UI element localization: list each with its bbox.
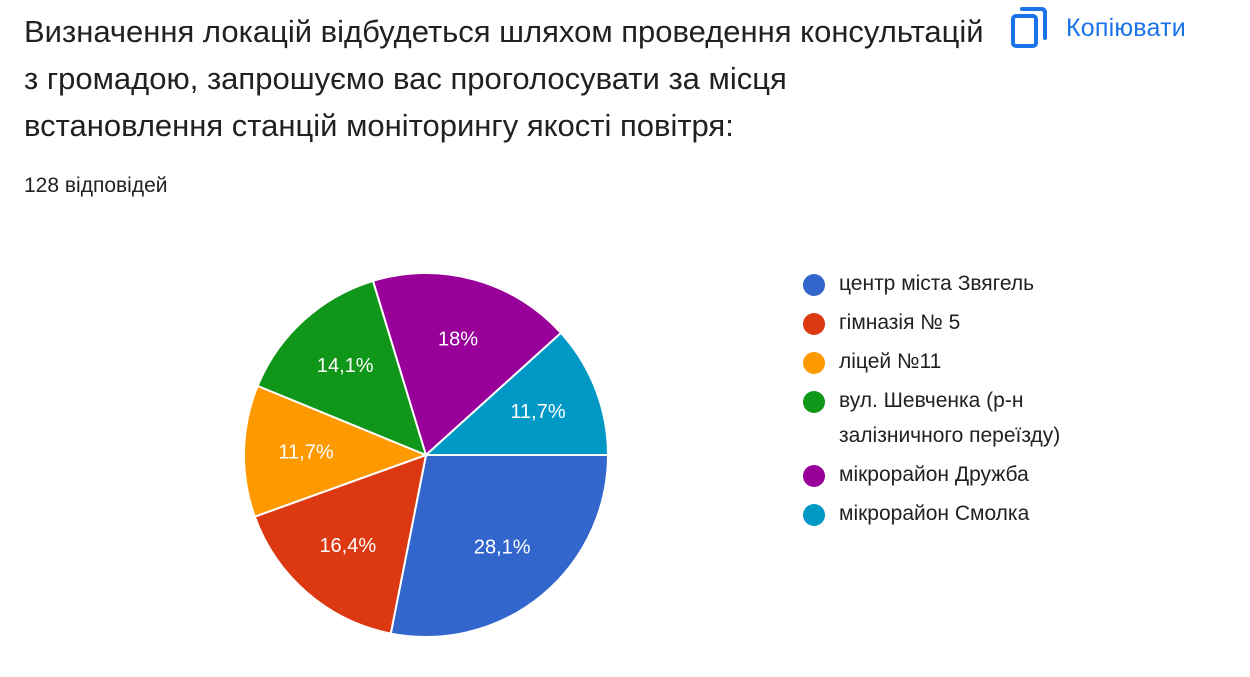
pie-slice-label: 11,7%: [278, 441, 333, 463]
legend-swatch: [803, 274, 825, 296]
legend-item[interactable]: вул. Шевченка (р-н залізничного переїзду…: [803, 383, 1133, 453]
pie-slice[interactable]: [243, 384, 429, 518]
pie-slice-label: 14,1%: [317, 355, 374, 377]
legend-item[interactable]: мікрорайон Смолка: [803, 496, 1133, 531]
legend-label: мікрорайон Дружба: [839, 463, 1029, 486]
legend-item[interactable]: ліцей №11: [803, 344, 1133, 379]
legend-item[interactable]: мікрорайон Дружба: [803, 457, 1133, 492]
pie-slices: [243, 272, 610, 638]
response-count: 128 відповідей: [24, 174, 168, 197]
chart-legend: центр міста Звягель гімназія № 5 ліцей №11…: [803, 266, 1133, 535]
pie-labels: 28,1% 16,4% 11,7% 14,1% 18% 11,7%: [278, 328, 565, 558]
legend-swatch: [803, 465, 825, 487]
legend-item[interactable]: центр міста Звягель: [803, 266, 1133, 301]
legend-label: центр міста Звягель: [839, 272, 1035, 295]
pie-slice[interactable]: [253, 453, 428, 635]
legend-swatch: [803, 313, 825, 335]
copy-button[interactable]: Копіювати: [1000, 4, 1194, 52]
copy-icon: [1008, 6, 1048, 50]
legend-label: вул. Шевченка (р-н залізничного переїзду…: [839, 389, 1061, 447]
legend-swatch: [803, 504, 825, 526]
pie-slice[interactable]: [389, 454, 610, 638]
question-title: Визначення локацій відбудеться шляхом пр…: [24, 14, 984, 143]
legend-swatch: [803, 391, 825, 413]
pie-slice-label: 11,7%: [510, 401, 565, 423]
copy-button-label: Копіювати: [1066, 13, 1186, 42]
legend-swatch: [803, 352, 825, 374]
pie-slice-label: 18%: [438, 328, 478, 350]
pie-slice-label: 28,1%: [474, 537, 531, 559]
legend-label: ліцей №11: [839, 350, 942, 373]
legend-item[interactable]: гімназія № 5: [803, 305, 1133, 340]
legend-label: гімназія № 5: [839, 311, 961, 334]
pie-slice[interactable]: [371, 272, 563, 457]
pie-slice[interactable]: [423, 331, 610, 456]
legend-label: мікрорайон Смолка: [839, 502, 1030, 525]
pie-slice-label: 16,4%: [319, 535, 376, 557]
pie-slice[interactable]: [256, 279, 428, 457]
